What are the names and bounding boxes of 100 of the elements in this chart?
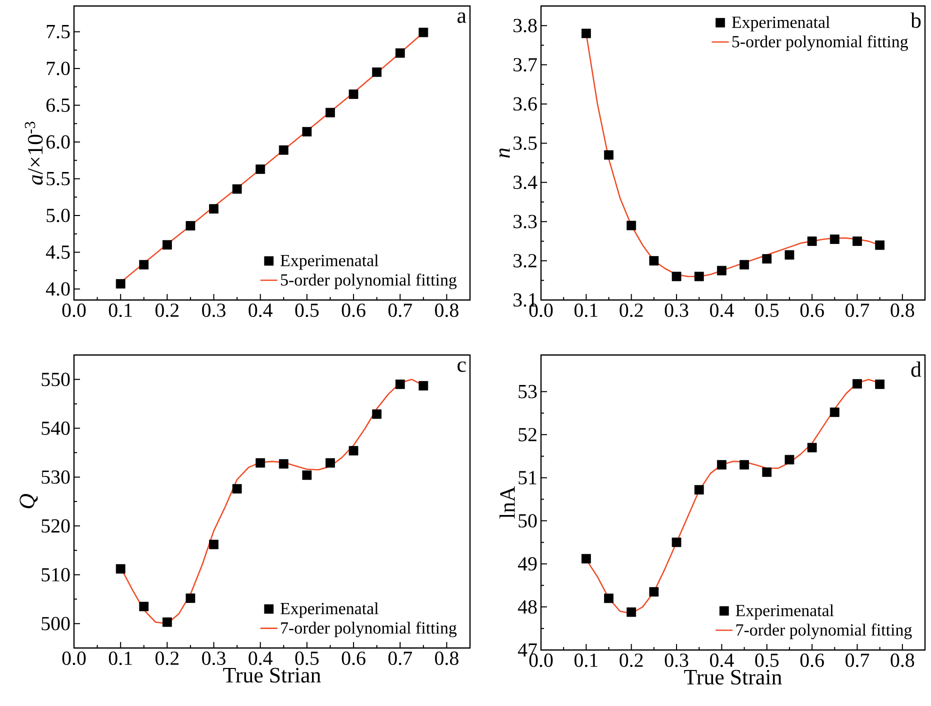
point [626,607,636,617]
annotation: c [458,361,466,372]
y-tick-label: 52 [518,428,536,442]
x-tick-label: 0.1 [574,304,598,318]
point [395,48,405,58]
x-tick-label: 0.6 [800,654,824,668]
x-tick-label: 0.2 [155,652,179,666]
point [649,587,659,597]
y-tick-label: 540 [42,422,70,435]
y-tick-label: 510 [42,568,70,582]
point [807,236,817,246]
legend-label: 5-order polynomial fitting [281,274,457,290]
x-tick-label: 0.4 [248,652,272,666]
point [604,150,614,160]
point [762,254,772,264]
point [256,164,266,174]
x-tick-label: 0.5 [295,652,319,666]
x-tick-label: 0.4 [248,304,272,318]
point [418,28,428,38]
x-tick-label: 0.2 [620,304,643,318]
y-tick-label: 7.5 [46,25,70,38]
x-tick-label: 0.8 [435,304,458,318]
y-tick-label: 51 [518,471,536,484]
point [875,380,885,389]
point [604,594,614,604]
y-tick-label: 5.5 [46,172,70,186]
x-tick-label: 0.4 [710,654,734,668]
point [694,485,704,494]
point [418,381,428,390]
x-tick-label: 0.0 [62,652,86,666]
x-tick-label: 0.6 [342,304,366,318]
legend-label: Experimenatal [280,254,378,270]
x-tick-label: 0.3 [202,304,226,318]
point [162,240,172,250]
x-tick-label: 0.1 [574,654,598,668]
point [581,554,591,564]
x-tick-label: 0.5 [755,654,779,668]
point [372,409,382,419]
x-tick-label: 0.8 [435,652,458,666]
y-tick-label: 3.2 [514,254,536,268]
x-tick-label: 0.8 [890,304,914,318]
y-tick-label: 6.0 [46,135,70,149]
y-tick-label: 3.7 [514,58,537,72]
x-tick-label: 0.3 [664,304,688,318]
y-axis-title: a/×10$^{-3}$ [24,122,43,185]
point [278,145,288,155]
y-tick-label: 6.5 [46,98,70,112]
y-tick-label: 53 [518,384,537,398]
point [830,234,840,244]
point [672,272,682,282]
y-tick-label: 3.8 [514,18,537,32]
x-tick-label: 0.2 [155,304,179,318]
point [784,454,794,464]
point [348,446,358,456]
point [256,458,266,468]
x-tick-label: 0.3 [664,654,688,668]
x-tick-label: 0.3 [202,652,226,666]
x-tick-label: 0.1 [108,304,132,318]
point [302,126,312,136]
point [326,458,335,468]
point [807,442,817,452]
y-tick-label: 3.6 [514,97,537,111]
point [209,540,218,550]
point [278,459,288,469]
y-tick-label: 48 [518,600,537,614]
legend-label: 5-order polynomial fitting [732,35,908,51]
point [302,470,312,480]
point [762,467,772,477]
point [649,256,659,266]
x-tick-label: 0.1 [108,652,132,666]
x-tick-label: 0.8 [890,654,914,668]
y-tick-label: 530 [42,470,70,484]
x-tick-label: 0.6 [342,652,366,666]
y-tick-label: 5.0 [46,208,70,222]
point [116,564,126,574]
point [139,260,149,270]
point [830,408,840,417]
y-axis-title: n [499,148,510,158]
legend-label: Experimenatal [732,16,830,32]
point [784,250,794,260]
point [326,108,335,118]
x-tick-label: 0.5 [755,304,779,318]
x-tick-label: 0.4 [710,304,734,318]
point [717,460,726,470]
y-tick-label: 4.0 [46,282,70,296]
y-axis-title: Q [20,494,38,508]
point [852,379,862,389]
point [139,602,149,612]
y-tick-label: 550 [42,372,70,386]
annotation: b [910,12,921,28]
legend-label: 7-order polynomial fitting [281,622,457,638]
legend-label: 7-order polynomial fitting [736,624,912,640]
point [581,28,591,38]
point [232,484,242,494]
point [348,89,358,99]
legend-label: Experimenatal [736,604,834,620]
point [395,380,405,389]
point [186,221,196,230]
x-axis-title: True Strian [223,668,321,683]
y-tick-label: 4.5 [46,246,70,259]
